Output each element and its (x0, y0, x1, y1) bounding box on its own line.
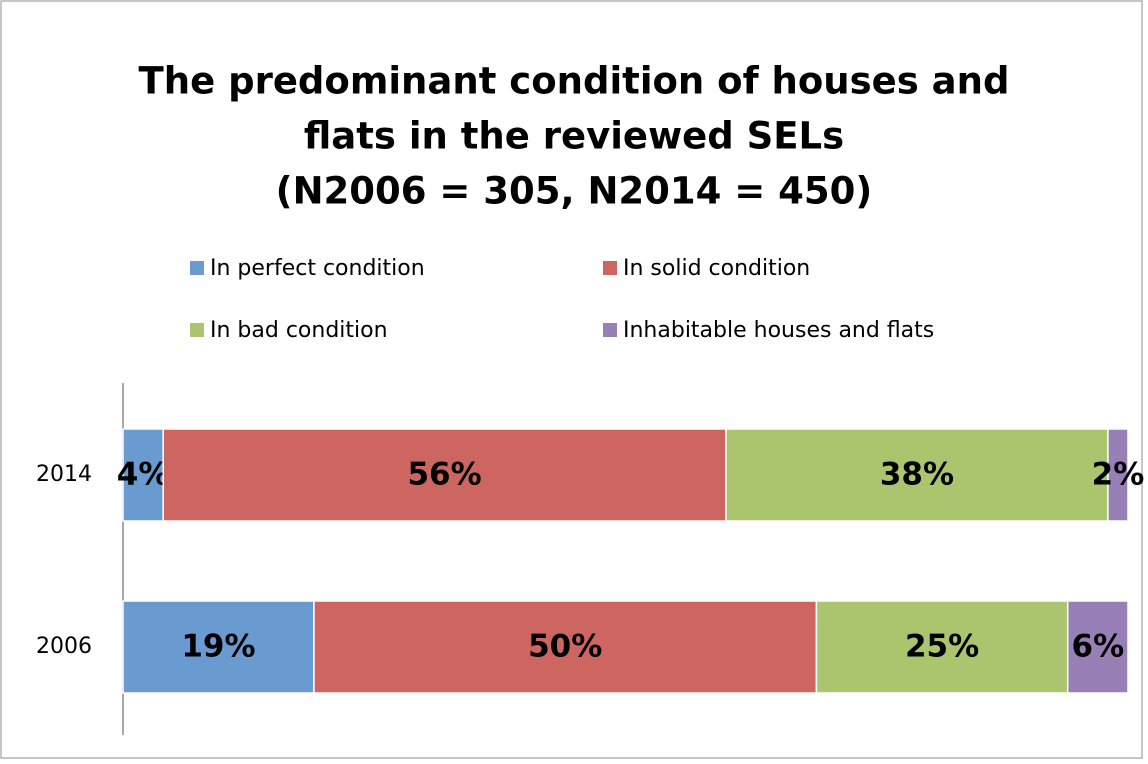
bar-segment (1066, 600, 1129, 694)
legend-label: In bad condition (210, 318, 388, 343)
legend-swatch (603, 261, 617, 275)
legend-swatch (190, 323, 204, 337)
chart-title: The predominant condition of houses and (139, 60, 1010, 103)
legend-swatch (190, 261, 204, 275)
data-label: 19% (181, 629, 255, 665)
legend-label: In perfect condition (210, 256, 425, 281)
data-label: 56% (407, 457, 481, 493)
y-tick-label: 2014 (36, 462, 92, 487)
bar-segment (122, 600, 315, 694)
bar-segment (1107, 428, 1129, 522)
chart-title: (N2006 = 305, N2014 = 450) (276, 170, 873, 213)
y-tick-label: 2006 (36, 634, 92, 659)
bar-segment (313, 600, 818, 694)
legend-label: In solid condition (623, 256, 810, 281)
data-label: 50% (528, 629, 602, 665)
bar-segment (162, 428, 727, 522)
chart-title: flats in the reviewed SELs (304, 115, 844, 158)
legend-label: Inhabitable houses and flats (623, 318, 934, 343)
data-label: 6% (1072, 629, 1125, 665)
legend-swatch (603, 323, 617, 337)
data-label: 2% (1092, 457, 1145, 493)
data-label: 25% (905, 629, 979, 665)
data-label: 38% (880, 457, 954, 493)
data-label: 4% (117, 457, 170, 493)
bar-segment (122, 428, 164, 522)
